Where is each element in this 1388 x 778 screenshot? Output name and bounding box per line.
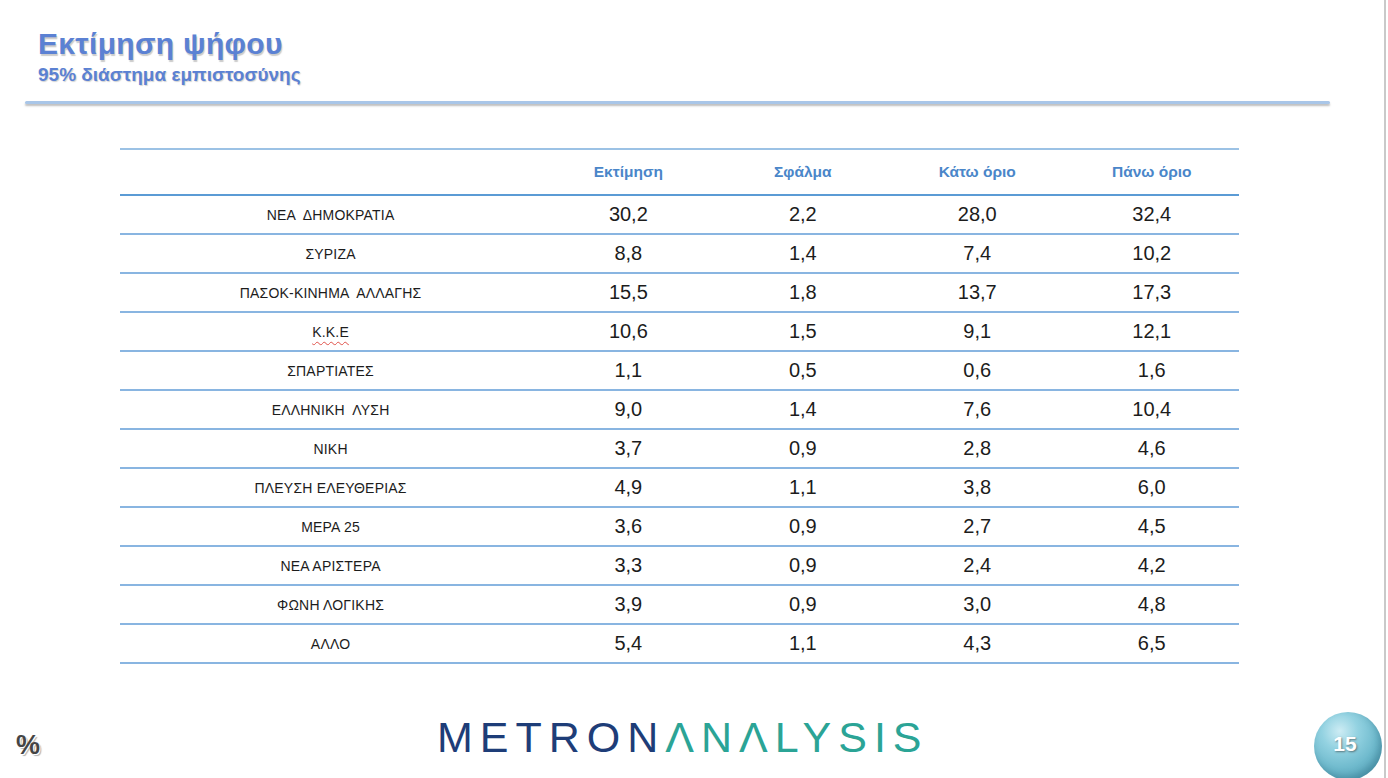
estimate-cell: 8,8 (541, 235, 715, 274)
metron-analysis-logo: METRONΛNΛLYSIS (437, 713, 929, 762)
estimate-cell: 15,5 (541, 274, 715, 313)
lower-bound-cell: 2,4 (890, 547, 1064, 586)
lower-bound-cell: 7,4 (890, 235, 1064, 274)
party-name-cell: ΦΩΝΗ ΛΟΓΙΚΗΣ (120, 586, 541, 625)
lower-bound-cell: 28,0 (890, 196, 1064, 235)
table-row: Κ.Κ.Ε 10,6 1,5 9,1 12,1 (120, 313, 1239, 352)
upper-bound-cell: 4,6 (1064, 430, 1239, 469)
table-row: ΕΛΛΗΝΙΚΗ ΛΥΣΗ 9,0 1,4 7,6 10,4 (120, 391, 1239, 430)
lower-bound-cell: 3,0 (890, 586, 1064, 625)
party-name-cell: Κ.Κ.Ε (120, 313, 541, 352)
page-number-badge: 15 (1314, 712, 1382, 778)
estimate-cell: 9,0 (541, 391, 715, 430)
table-row: ΠΛΕΥΣΗ ΕΛΕΥΘΕΡΙΑΣ 4,9 1,1 3,8 6,0 (120, 469, 1239, 508)
page-title: Εκτίμηση ψήφου (38, 27, 283, 61)
table-row: ΦΩΝΗ ΛΟΓΙΚΗΣ 3,9 0,9 3,0 4,8 (120, 586, 1239, 625)
header-divider (25, 101, 1330, 104)
estimate-cell: 1,1 (541, 352, 715, 391)
estimate-cell: 10,6 (541, 313, 715, 352)
error-cell: 0,9 (716, 547, 890, 586)
party-name-cell: ΝΕΑ ΔΗΜΟΚΡΑΤΙΑ (120, 196, 541, 235)
column-header-upper: Πάνω όριο (1064, 148, 1239, 196)
corner-cell (120, 148, 541, 196)
upper-bound-cell: 1,6 (1064, 352, 1239, 391)
upper-bound-cell: 4,8 (1064, 586, 1239, 625)
estimate-cell: 4,9 (541, 469, 715, 508)
upper-bound-cell: 4,2 (1064, 547, 1239, 586)
error-cell: 1,5 (716, 313, 890, 352)
page-subtitle: 95% διάστημα εμπιστοσύνης (38, 64, 301, 86)
party-name-cell: ΕΛΛΗΝΙΚΗ ΛΥΣΗ (120, 391, 541, 430)
party-name-cell: ΝΙΚΗ (120, 430, 541, 469)
party-name-cell: ΣΠΑΡΤΙΑΤΕΣ (120, 352, 541, 391)
upper-bound-cell: 10,2 (1064, 235, 1239, 274)
party-name-cell: ΑΛΛΟ (120, 625, 541, 664)
error-cell: 1,4 (716, 391, 890, 430)
error-cell: 1,4 (716, 235, 890, 274)
confidence-interval-table: Εκτίμηση Σφάλμα Κάτω όριο Πάνω όριο ΝΕΑ … (120, 148, 1239, 664)
table-row: ΠΑΣΟΚ-ΚΙΝΗΜΑ ΑΛΛΑΓΗΣ 15,5 1,8 13,7 17,3 (120, 274, 1239, 313)
lower-bound-cell: 0,6 (890, 352, 1064, 391)
error-cell: 2,2 (716, 196, 890, 235)
estimate-cell: 3,9 (541, 586, 715, 625)
estimate-cell: 30,2 (541, 196, 715, 235)
table-row: ΑΛΛΟ 5,4 1,1 4,3 6,5 (120, 625, 1239, 664)
error-cell: 0,5 (716, 352, 890, 391)
lower-bound-cell: 7,6 (890, 391, 1064, 430)
party-name-cell: ΜΕΡΑ 25 (120, 508, 541, 547)
error-cell: 1,1 (716, 625, 890, 664)
logo-analysis-text: ΛNΛLYSIS (665, 713, 928, 761)
party-name-cell: ΝΕΑ ΑΡΙΣΤΕΡΑ (120, 547, 541, 586)
lower-bound-cell: 13,7 (890, 274, 1064, 313)
upper-bound-cell: 12,1 (1064, 313, 1239, 352)
upper-bound-cell: 10,4 (1064, 391, 1239, 430)
table-header-row: Εκτίμηση Σφάλμα Κάτω όριο Πάνω όριο (120, 148, 1239, 196)
logo-metron-text: METRON (437, 713, 665, 761)
table-row: ΣΥΡΙΖΑ 8,8 1,4 7,4 10,2 (120, 235, 1239, 274)
error-cell: 0,9 (716, 508, 890, 547)
page-number: 15 (1333, 732, 1356, 756)
upper-bound-cell: 6,5 (1064, 625, 1239, 664)
column-header-error: Σφάλμα (716, 148, 890, 196)
column-header-estimate: Εκτίμηση (541, 148, 715, 196)
party-name-cell: ΣΥΡΙΖΑ (120, 235, 541, 274)
table-row: ΣΠΑΡΤΙΑΤΕΣ 1,1 0,5 0,6 1,6 (120, 352, 1239, 391)
lower-bound-cell: 2,7 (890, 508, 1064, 547)
lower-bound-cell: 9,1 (890, 313, 1064, 352)
estimate-cell: 3,3 (541, 547, 715, 586)
error-cell: 0,9 (716, 430, 890, 469)
estimate-cell: 5,4 (541, 625, 715, 664)
estimate-cell: 3,6 (541, 508, 715, 547)
percent-label: % (16, 730, 40, 761)
upper-bound-cell: 17,3 (1064, 274, 1239, 313)
table-row: ΝΕΑ ΔΗΜΟΚΡΑΤΙΑ 30,2 2,2 28,0 32,4 (120, 196, 1239, 235)
table-row: ΝΕΑ ΑΡΙΣΤΕΡΑ 3,3 0,9 2,4 4,2 (120, 547, 1239, 586)
lower-bound-cell: 2,8 (890, 430, 1064, 469)
table-row: ΜΕΡΑ 25 3,6 0,9 2,7 4,5 (120, 508, 1239, 547)
column-header-lower: Κάτω όριο (890, 148, 1064, 196)
lower-bound-cell: 3,8 (890, 469, 1064, 508)
upper-bound-cell: 32,4 (1064, 196, 1239, 235)
error-cell: 1,1 (716, 469, 890, 508)
error-cell: 0,9 (716, 586, 890, 625)
error-cell: 1,8 (716, 274, 890, 313)
slide-right-edge (1384, 0, 1386, 778)
estimate-cell: 3,7 (541, 430, 715, 469)
party-name-cell: ΠΛΕΥΣΗ ΕΛΕΥΘΕΡΙΑΣ (120, 469, 541, 508)
upper-bound-cell: 4,5 (1064, 508, 1239, 547)
table-row: ΝΙΚΗ 3,7 0,9 2,8 4,6 (120, 430, 1239, 469)
upper-bound-cell: 6,0 (1064, 469, 1239, 508)
lower-bound-cell: 4,3 (890, 625, 1064, 664)
party-name-cell: ΠΑΣΟΚ-ΚΙΝΗΜΑ ΑΛΛΑΓΗΣ (120, 274, 541, 313)
